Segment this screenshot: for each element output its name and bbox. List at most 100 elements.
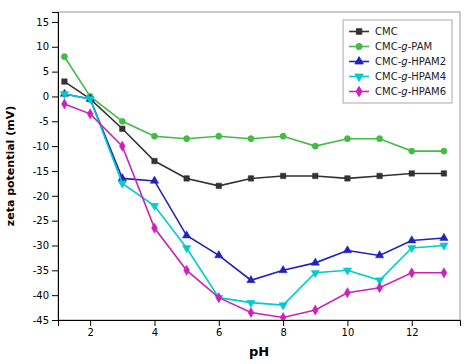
tick-label: -35 [33, 265, 49, 276]
marker [344, 136, 350, 142]
marker [119, 118, 125, 124]
legend-item: CMC-g-HPAM2 [349, 56, 446, 67]
tick-mark [52, 22, 58, 23]
chart: 24681012151050-5-10-15-20-25-30-35-40-45… [0, 0, 474, 364]
tick: -15 [33, 166, 58, 177]
tick: -5 [39, 116, 58, 127]
marker [377, 173, 382, 178]
legend-item: CMC-g-HPAM6 [349, 86, 446, 97]
marker [184, 265, 190, 275]
marker [280, 312, 286, 320]
marker [313, 173, 318, 178]
marker [184, 136, 190, 142]
legend-label: CMC-g-HPAM4 [375, 71, 446, 82]
marker [441, 171, 446, 176]
marker [61, 54, 67, 60]
marker [408, 246, 416, 253]
y-axis-title: zeta potential (mV) [4, 106, 17, 226]
legend-marker [355, 74, 363, 81]
legend-box [343, 20, 452, 103]
series-line [64, 94, 443, 280]
legend-item: CMC [349, 26, 398, 37]
tick: 6 [216, 320, 222, 338]
marker [311, 258, 319, 265]
marker [375, 251, 383, 258]
series-line [64, 57, 443, 151]
legend-label: CMC-g-HPAM2 [375, 56, 446, 67]
marker [248, 307, 254, 317]
tick-label: -45 [33, 315, 49, 326]
tick: -40 [33, 290, 58, 301]
tick-mark [52, 295, 58, 296]
marker [343, 268, 351, 275]
marker [151, 133, 157, 139]
tick-label: -30 [33, 240, 49, 251]
tick: 8 [280, 320, 286, 338]
tick: -20 [33, 191, 58, 202]
tick: -35 [33, 265, 58, 276]
tick-label: -10 [33, 141, 49, 152]
tick: 15 [36, 17, 58, 28]
series-line [64, 94, 443, 305]
tick-mark [412, 320, 413, 326]
marker [152, 223, 158, 233]
marker [312, 143, 318, 149]
legend-marker [356, 86, 362, 96]
tick: 0 [43, 91, 58, 102]
tick-label: 5 [43, 66, 49, 77]
marker [440, 233, 448, 240]
tick: -30 [33, 240, 58, 251]
y-axis: 15 10 5 0 -5 -10 -15 -20 -25 -30 -35 -40 -45 [33, 13, 59, 326]
tick: 10 [342, 320, 355, 338]
legend-item: CMC-g-PAM [349, 41, 432, 52]
tick-label: 15 [36, 17, 49, 28]
x-axis-title: pH [249, 344, 269, 359]
marker [312, 305, 318, 315]
legend-marker [355, 57, 363, 64]
axis-line [52, 13, 59, 321]
tick: -25 [33, 215, 58, 226]
tick-mark [219, 320, 220, 326]
tick: -45 [33, 315, 58, 326]
plot-frame [58, 12, 460, 320]
marker [248, 136, 254, 142]
tick: 10 [36, 41, 58, 52]
tick-mark [52, 270, 58, 271]
marker [86, 97, 94, 104]
tick-label: -5 [39, 116, 49, 127]
marker [152, 158, 157, 163]
marker [409, 268, 415, 278]
marker [344, 288, 350, 298]
marker [441, 268, 447, 278]
marker [182, 246, 190, 253]
tick-label: 4 [152, 327, 158, 338]
series [60, 92, 448, 310]
tick-label: 8 [280, 327, 286, 338]
marker [408, 236, 416, 243]
marker [248, 176, 253, 181]
tick-label: 2 [87, 327, 93, 338]
marker [409, 148, 415, 154]
legend-label: CMC [375, 26, 398, 37]
tick-mark [52, 320, 58, 321]
marker [377, 283, 383, 293]
marker [441, 148, 447, 154]
marker [216, 133, 222, 139]
legend-label: CMC-g-PAM [375, 41, 432, 52]
marker [61, 99, 67, 109]
x-axis: 24681012 [59, 320, 461, 338]
marker [182, 231, 190, 238]
tick-mark [52, 96, 58, 97]
tick: 4 [152, 320, 158, 338]
tick-label: -25 [33, 215, 49, 226]
marker [87, 109, 93, 119]
tick-label: 6 [216, 327, 222, 338]
tick-label: -40 [33, 290, 49, 301]
marker [311, 270, 319, 277]
marker [216, 293, 222, 303]
marker [120, 126, 125, 131]
tick: 5 [43, 66, 58, 77]
legend-label: CMC-g-HPAM6 [375, 86, 446, 97]
tick-mark [52, 245, 58, 246]
tick-mark [90, 320, 91, 326]
